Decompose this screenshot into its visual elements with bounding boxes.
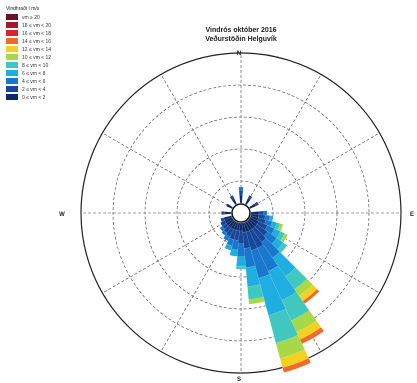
wind-petal-segment <box>226 237 235 247</box>
grid-spoke <box>102 132 242 214</box>
legend-swatch <box>6 46 18 52</box>
legend-swatch <box>6 70 18 76</box>
legend-label: 4 ≤ vm < 6 <box>22 79 46 85</box>
grid-spoke <box>102 212 242 294</box>
center-calm-circle <box>231 203 251 223</box>
wind-petal-segment <box>274 222 281 231</box>
wind-petal-segment <box>220 220 227 227</box>
wind-petal-segment <box>221 230 228 236</box>
legend-label: 8 ≤ vm < 10 <box>22 63 48 69</box>
wind-petal-segment <box>245 197 251 206</box>
wind-petal-segment <box>263 210 268 216</box>
compass-north: N <box>237 51 241 57</box>
grid-spoke <box>240 74 322 214</box>
wind-petal-segment <box>219 225 226 232</box>
wind-petal-segment <box>225 203 234 209</box>
chart-subtitle: Veðurstöðin Helguvík <box>205 35 277 43</box>
wind-petal-segment <box>271 228 281 239</box>
legend-swatch <box>6 86 18 92</box>
legend-title: Vindhraði í m/s <box>6 5 40 12</box>
wind-petal-segment <box>280 233 288 243</box>
wind-petal-segment <box>235 265 247 270</box>
wind-petal-segment <box>237 243 245 257</box>
wind-petal-segment <box>250 213 260 218</box>
wind-petal-segment <box>229 229 237 240</box>
wind-petal-segment <box>247 218 258 228</box>
wind-petal-segment <box>277 223 284 232</box>
wind-petal-segment <box>239 194 243 204</box>
wind-petal-segment <box>223 234 231 242</box>
legend-label: 6 ≤ vm < 8 <box>22 71 46 77</box>
wind-petal-segment <box>221 211 225 215</box>
legend-label: 2 ≤ vm < 4 <box>22 87 46 93</box>
wind-petal-segment <box>243 221 250 233</box>
wind-petal-segment <box>236 256 246 267</box>
wind-petal-segment <box>224 243 233 251</box>
wind-petal-segment <box>277 242 288 254</box>
legend-label: vm ≥ 20 <box>22 15 40 21</box>
wind-petal-segment <box>269 215 274 222</box>
legend-swatch <box>6 54 18 60</box>
grid-ring <box>176 148 306 278</box>
wind-petal-segment <box>224 217 234 224</box>
wind-petal-segment <box>224 211 232 215</box>
wind-petal-segment <box>264 219 273 227</box>
grid-spoke <box>240 132 380 214</box>
legend-label: 16 ≤ vm < 18 <box>22 31 51 37</box>
wind-petal-segment <box>238 186 244 191</box>
legend-swatch <box>6 38 18 44</box>
legend-swatch <box>6 62 18 68</box>
legend: Vindhraði í m/s vm ≥ 20 18 ≤ vm < 20 16 ≤ … <box>6 5 51 101</box>
wind-petal-segment <box>254 201 259 207</box>
wind-petal-segment <box>248 203 257 209</box>
wind-petal-segment <box>264 214 271 221</box>
wind-petal-segment <box>282 358 312 373</box>
wind-petal-segment <box>229 248 238 257</box>
wind-petals <box>219 186 325 373</box>
legend-label: 18 ≤ vm < 20 <box>22 23 51 29</box>
wind-petal-segment <box>254 224 268 237</box>
wind-petal-segment <box>220 217 225 223</box>
wind-petal-segment <box>256 221 268 230</box>
wind-petal-segment <box>238 190 244 196</box>
chart-title: Vindrós október 2016 <box>205 27 276 34</box>
legend-items: vm ≥ 20 18 ≤ vm < 20 16 ≤ vm < 18 14 ≤ vm <… <box>6 14 51 101</box>
wind-petal-segment <box>258 210 264 216</box>
wind-petal-segment <box>281 291 310 321</box>
legend-label: 0 ≤ vm < 2 <box>22 95 46 101</box>
wind-petal-segment <box>229 195 235 200</box>
compass-east: E <box>410 212 414 218</box>
compass-west: W <box>59 212 65 218</box>
wind-petal-segment <box>247 284 264 300</box>
wind-petal-segment <box>231 197 237 206</box>
wind-petal-segment <box>263 231 277 245</box>
wind-petal-segment <box>248 217 259 225</box>
legend-label: 12 ≤ vm < 14 <box>22 47 51 53</box>
wind-petal-segment <box>250 211 260 215</box>
outer-ring <box>80 52 402 374</box>
wind-petal-segment <box>264 225 275 235</box>
wind-petal-segment <box>258 274 286 316</box>
legend-swatch <box>6 22 18 28</box>
legend-swatch <box>6 78 18 84</box>
legend-swatch <box>6 30 18 36</box>
wind-petal-segment <box>245 265 261 287</box>
compass-south: S <box>237 377 241 383</box>
legend-swatch <box>6 94 18 100</box>
wind-petal-segment <box>248 296 265 305</box>
legend-swatch <box>6 14 18 20</box>
legend-label: 14 ≤ vm < 16 <box>22 39 51 45</box>
wind-petal-segment <box>247 195 253 200</box>
wind-petal-segment <box>275 334 305 359</box>
wind-petal-segment <box>271 237 284 250</box>
wind-petal-segment <box>246 219 256 230</box>
grid-spoke <box>160 74 242 214</box>
legend-label: 10 ≤ vm < 12 <box>22 55 51 61</box>
